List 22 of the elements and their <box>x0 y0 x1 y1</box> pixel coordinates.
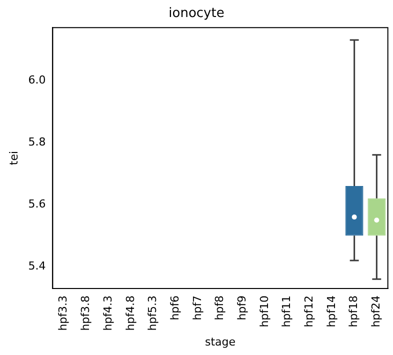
x-axis-title: stage <box>204 335 236 348</box>
x-tick-label: hpf3.3 <box>56 295 70 331</box>
x-tick-label: hpf10 <box>258 295 271 328</box>
x-tick-label: hpf11 <box>280 295 294 328</box>
x-tick-label: hpf4.3 <box>101 295 114 331</box>
x-tick-label: hpf24 <box>370 295 383 328</box>
y-tick-label: 6.0 <box>28 73 46 86</box>
y-tick-label: 5.4 <box>28 260 46 273</box>
x-tick-label: hpf12 <box>302 295 316 328</box>
x-tick-label: hpf7 <box>190 295 204 320</box>
x-tick-label: hpf8 <box>213 295 226 320</box>
x-tick-label: hpf5.3 <box>146 295 160 331</box>
x-tick-label: hpf9 <box>235 295 248 320</box>
y-axis-title: tei <box>7 150 20 166</box>
x-tick-label: hpf14 <box>324 295 338 328</box>
x-tick-label: hpf18 <box>347 295 360 328</box>
x-tick-label: hpf6 <box>168 295 182 320</box>
chart-title: ionocyte <box>168 6 224 22</box>
x-tick-label: hpf4.8 <box>124 295 137 331</box>
y-tick-label: 5.8 <box>28 135 46 148</box>
y-tick-label: 5.6 <box>28 197 46 210</box>
x-tick-label: hpf3.8 <box>79 295 92 331</box>
